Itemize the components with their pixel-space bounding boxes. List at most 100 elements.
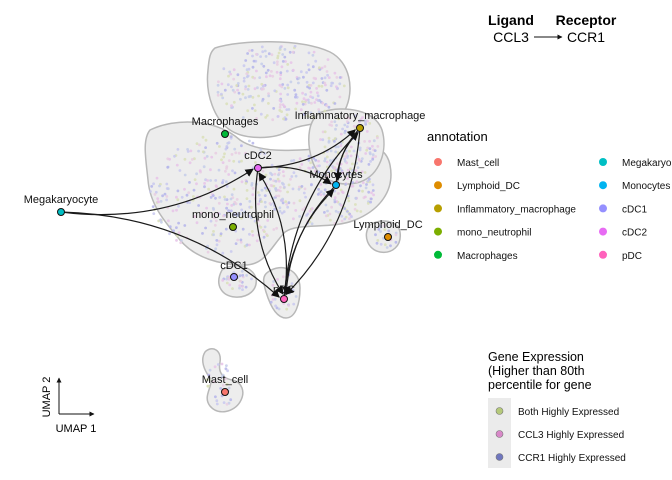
cell-point [225,206,229,210]
cell-point [231,287,234,290]
cell-point [216,83,220,87]
cell-point [351,169,354,172]
cell-point [219,387,223,390]
cell-point [273,89,277,93]
cell-point [248,49,251,52]
cell-point [215,399,219,403]
cell-point [335,124,338,127]
cell-point [333,120,337,123]
cell-point [246,52,250,55]
cell-point [183,157,187,161]
cell-point [270,70,273,73]
cell-point [216,90,220,94]
cell-point [318,66,321,70]
cell-point [237,91,241,95]
cell-point [263,49,267,53]
cell-point [251,96,255,99]
cell-point [209,168,212,172]
cell-point [203,182,207,185]
cell-point [238,274,242,278]
cell-point [286,83,290,87]
cluster-centroid [229,223,237,231]
legend-label: Monocytes [622,181,670,192]
cell-point [221,179,225,182]
cell-point [213,223,217,227]
cell-point [265,189,269,192]
cell-point [308,209,312,213]
cell-point [325,88,329,92]
cell-point [225,364,228,367]
cell-point [183,187,186,191]
cell-point [333,71,337,75]
cell-point [272,280,275,283]
cell-point [231,169,234,173]
cell-point [237,160,241,164]
cluster-centroids: Macrophages Inflammatory_macrophage cDC2 Mo… [24,110,425,396]
cell-point [312,115,315,119]
cell-point [283,48,287,51]
cell-point [272,228,276,231]
cell-point [368,147,372,151]
cell-point [267,102,270,105]
cell-point [159,200,163,203]
cell-point [239,202,243,206]
cell-point [363,140,366,143]
cell-point [227,141,231,145]
cell-point [279,103,282,106]
cell-point [271,298,275,301]
expression-legend-title-line2: (Higher than 80th [488,364,585,378]
cell-point [330,124,334,127]
cell-point [205,378,209,381]
legend-label: Megakaryo [622,158,672,169]
cell-point [244,285,248,289]
cell-point [262,87,265,91]
expression-legend-label: CCL3 Highly Expressed [518,430,624,441]
cell-point [223,152,226,156]
cell-point [281,60,285,63]
cell-point [216,363,220,366]
cell-point [289,61,293,64]
cell-point [358,159,361,162]
cell-point [186,150,190,153]
cell-point [200,211,203,215]
cell-point [156,197,160,201]
cell-point [319,138,322,141]
cell-point [293,44,297,48]
cell-point [224,147,228,151]
legend-dot [434,227,442,236]
expression-legend: Gene Expression (Higher than 80th percen… [488,350,626,468]
cell-point [258,152,262,155]
cell-point [225,281,229,285]
cell-point [282,117,285,121]
cell-point [232,100,236,104]
receptor-title: Receptor [556,12,617,28]
cell-point [257,219,260,223]
cell-point [247,84,251,88]
cell-point [333,140,336,143]
cell-point [224,227,228,231]
cell-point [244,87,247,91]
cell-point [383,228,387,232]
cell-point [278,109,282,112]
cell-point [240,159,243,163]
cell-point [294,209,298,212]
cell-point [319,183,323,186]
cell-point [339,132,343,136]
cell-point [236,238,240,242]
cluster-centroid [332,181,340,189]
cell-point [221,161,225,165]
cell-point [274,304,277,308]
cell-point [359,184,362,188]
cell-point [276,115,280,118]
cell-point [195,172,199,176]
cell-point [291,50,295,54]
cell-point [321,138,325,142]
cell-point [289,80,293,84]
cell-point [256,191,260,194]
legend-label: Lymphoid_DC [457,181,520,192]
cell-point [216,93,220,97]
cell-point [267,94,271,98]
cell-point [266,234,269,238]
cell-point [192,188,196,192]
cell-point [374,155,377,158]
